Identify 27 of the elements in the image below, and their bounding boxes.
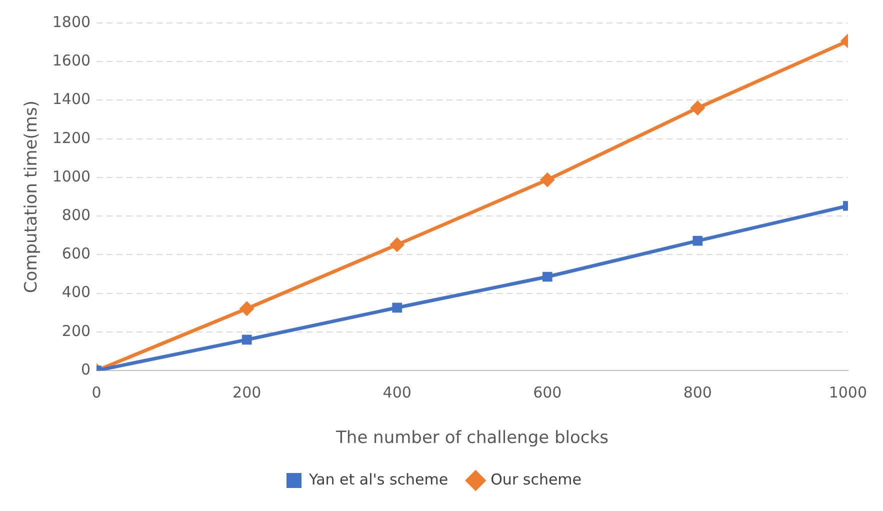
- y-tick-label: 0: [81, 360, 91, 378]
- point: [392, 302, 402, 313]
- x-tick-label: 600: [533, 383, 562, 402]
- y-tick-label: 400: [62, 283, 91, 302]
- point: [390, 238, 404, 252]
- y-tick-label: 800: [62, 206, 91, 224]
- x-tick-label: 1000: [828, 383, 868, 402]
- y-tick-label: 1200: [52, 128, 91, 147]
- y-tick-label: 1800: [52, 12, 91, 31]
- x-tick-label: 800: [683, 383, 712, 402]
- legend-label: Yan et al's scheme: [308, 470, 448, 488]
- point: [242, 334, 252, 345]
- y-tick-label: 200: [62, 322, 91, 340]
- point: [540, 173, 554, 187]
- point: [690, 101, 704, 115]
- point: [692, 236, 703, 246]
- legend-label: Our scheme: [490, 470, 582, 488]
- y-tick-label: 1000: [52, 167, 91, 186]
- x-tick-label: 400: [382, 383, 412, 402]
- y-tick-label: 600: [62, 244, 91, 263]
- y-tick-label: 1600: [52, 52, 91, 70]
- point: [542, 272, 552, 282]
- y-tick-label: 1400: [52, 90, 91, 108]
- x-tick-label: 200: [232, 383, 262, 402]
- y-axis-title: Computation time(ms): [22, 100, 42, 294]
- point: [240, 302, 254, 316]
- x-axis-title: The number of challenge blocks: [335, 428, 609, 448]
